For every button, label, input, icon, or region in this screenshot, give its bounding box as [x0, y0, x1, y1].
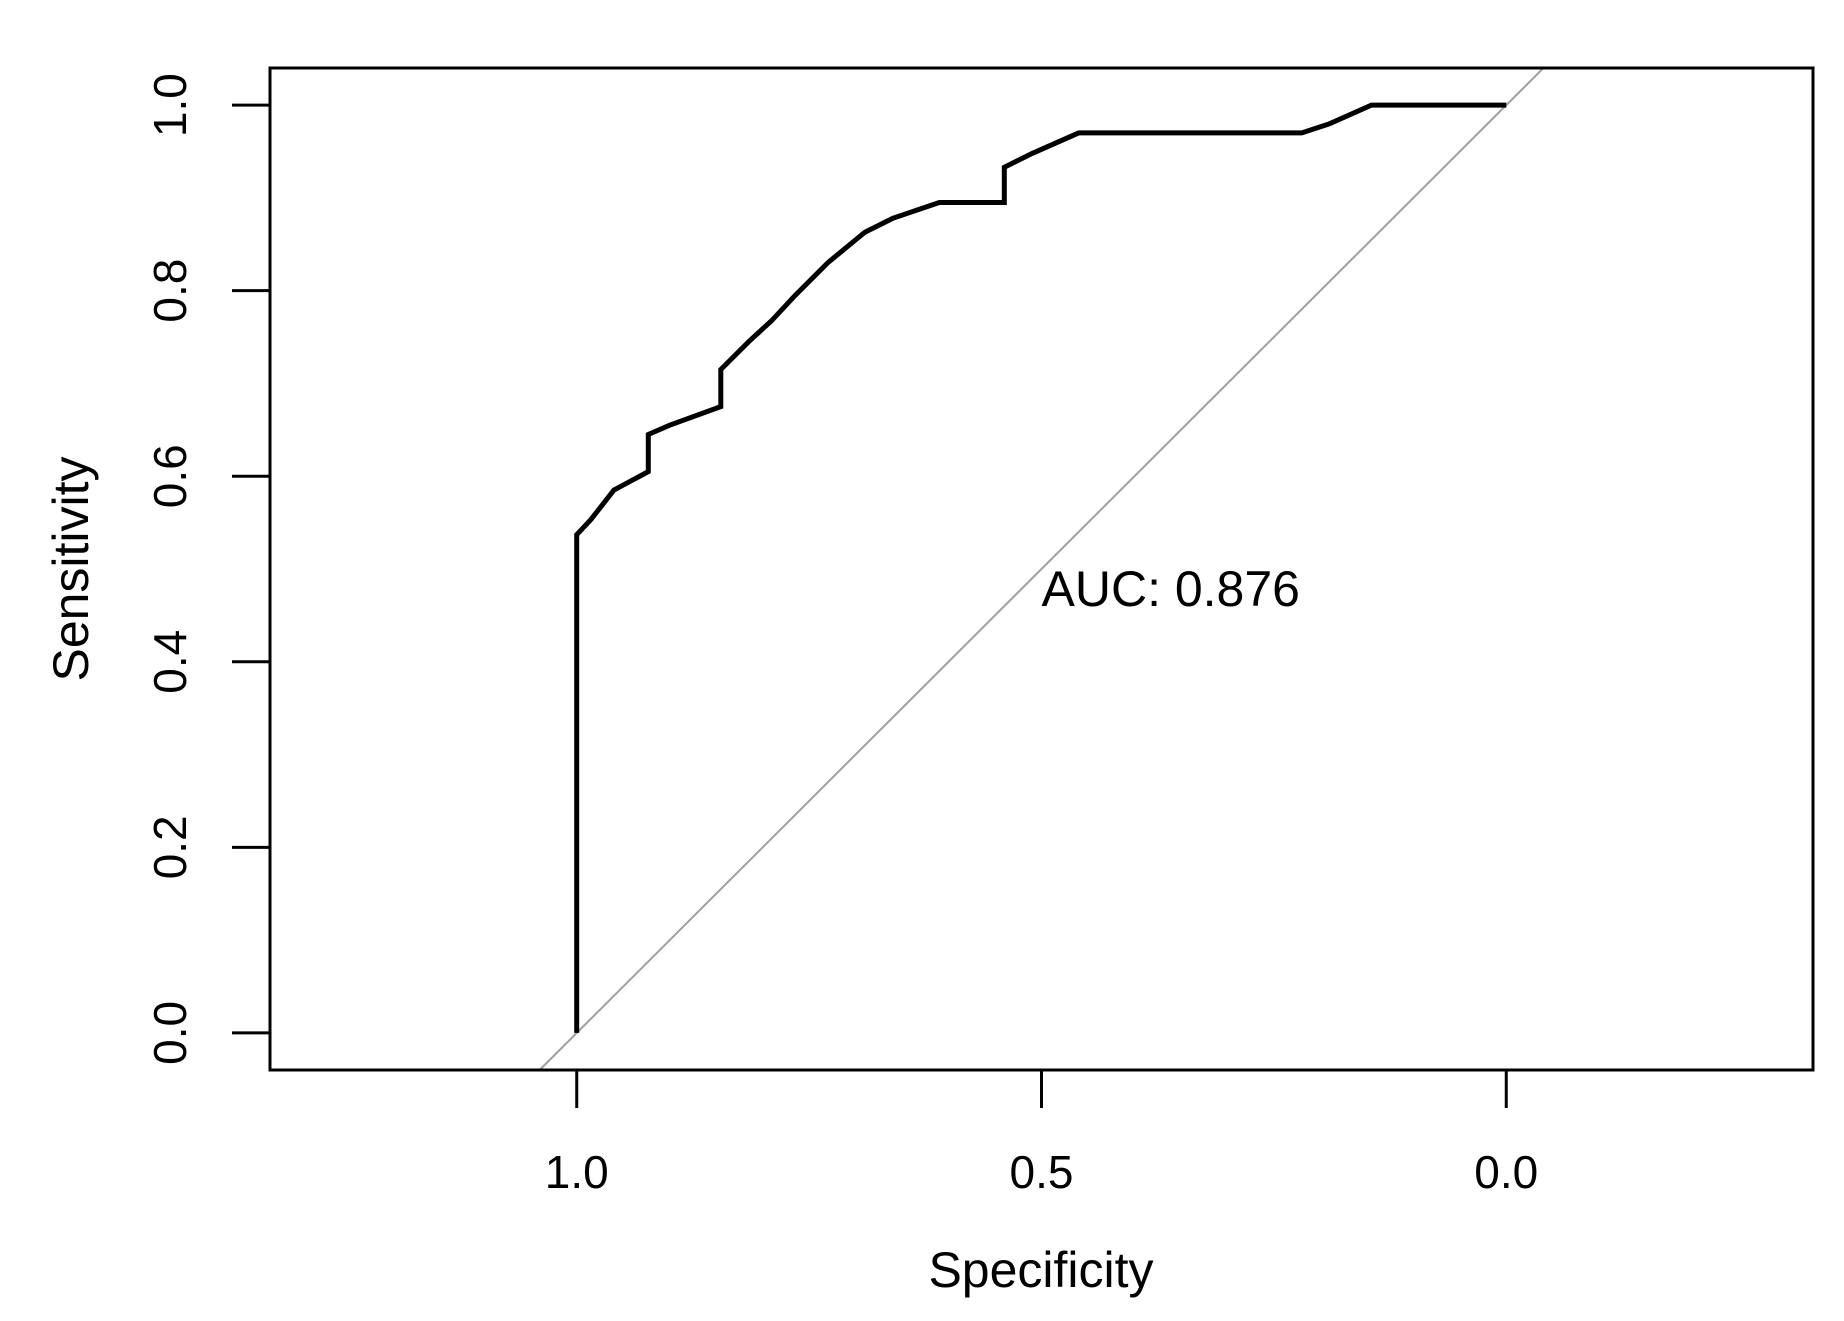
- y-tick-label: 1.0: [144, 73, 196, 137]
- y-axis-label: Sensitivity: [43, 456, 99, 681]
- y-tick-label: 0.4: [144, 630, 196, 694]
- x-axis-label: Specificity: [928, 1242, 1153, 1298]
- y-tick-label: 0.8: [144, 259, 196, 323]
- y-axis: 0.0 0.2 0.4 0.6 0.8 1.0: [144, 73, 272, 1065]
- reference-diagonal-line: [538, 67, 1545, 1071]
- x-tick-label: 1.0: [545, 1146, 609, 1198]
- y-tick-label: 0.0: [144, 1001, 196, 1065]
- y-tick-label: 0.2: [144, 815, 196, 879]
- auc-annotation: AUC: 0.876: [1042, 561, 1300, 617]
- x-tick-label: 0.0: [1474, 1146, 1538, 1198]
- x-axis: 1.0 0.5 0.0: [545, 1068, 1538, 1198]
- y-tick-label: 0.6: [144, 444, 196, 508]
- x-tick-label: 0.5: [1010, 1146, 1074, 1198]
- roc-curve-line: [574, 102, 1507, 1033]
